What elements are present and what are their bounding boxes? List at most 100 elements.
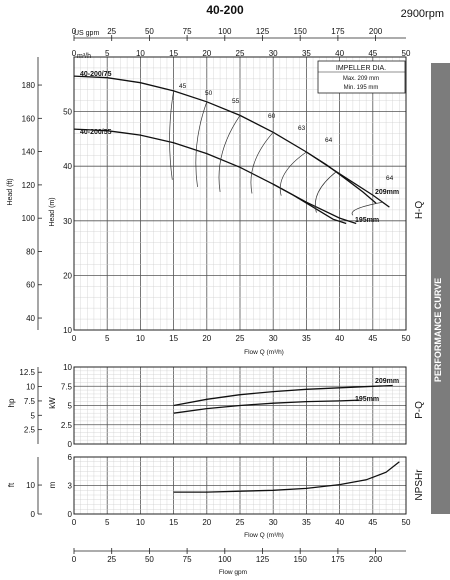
npsh-x-tick-label: 20	[202, 518, 211, 527]
npsh-y-tick-label: 0	[68, 510, 73, 519]
top-m3h-tick-label: 35	[302, 49, 311, 58]
chart-title: 40-200	[206, 3, 244, 17]
eff-label-60: 60	[268, 113, 276, 120]
top-m3h-tick-label: 20	[202, 49, 211, 58]
top-gpm-axis-tick-label: 50	[145, 27, 154, 36]
hq-x-tick-label: 50	[402, 334, 411, 343]
top-m3h-tick-label: 25	[236, 49, 245, 58]
flow-q-label-hq: Flow Q (m³/h)	[244, 349, 284, 356]
hq-x-tick-label: 40	[335, 334, 344, 343]
efficiency-isoline	[250, 132, 274, 194]
hq-secondary-tick-label: 180	[22, 81, 36, 90]
bottom-gpm-axis-tick-label: 50	[145, 555, 154, 564]
efficiency-isoline	[195, 101, 208, 187]
npsh-x-tick-label: 30	[269, 518, 278, 527]
impeller-box-title: IMPELLER DIA.	[336, 65, 386, 72]
hq-curve-209mm	[306, 151, 377, 204]
hq-x-tick-label: 35	[302, 334, 311, 343]
curve-label-209mm: 209mm	[375, 189, 399, 196]
pq-label-195mm: 195mm	[355, 396, 379, 403]
npsh-plot-frame	[73, 456, 407, 515]
pq-y-tick-label: 7.5	[61, 382, 73, 391]
side-band-text: PERFORMANCE CURVE	[433, 278, 443, 382]
curve-label-40-200-55: 40-200/55	[80, 129, 112, 136]
top-gpm-axis-tick-label: 125	[256, 27, 270, 36]
npsh-x-tick-label: 5	[105, 518, 110, 527]
grid-layer	[73, 56, 407, 515]
pq-panel-label: P-Q	[414, 401, 425, 419]
npsh-panel-label: NPSHr	[414, 469, 425, 501]
bottom-gpm-axis-tick-label: 25	[107, 555, 116, 564]
pq-curve-209mm	[173, 384, 393, 407]
hq-secondary-tick-label: 100	[22, 214, 36, 223]
us-gpm-axis-label: US gpm	[74, 30, 99, 37]
impeller-box-min: Min. 195 mm	[344, 85, 379, 91]
hq-y-tick-label: 20	[63, 271, 72, 280]
pq-label-209mm: 209mm	[375, 378, 399, 385]
hq-x-tick-label: 30	[269, 334, 278, 343]
curve-layer	[73, 75, 400, 493]
pq-secondary-tick-label: 2.5	[24, 426, 36, 435]
head-ft-label: Head (ft)	[7, 178, 14, 205]
top-gpm-axis-tick-label: 200	[369, 27, 383, 36]
hq-y-tick-label: 40	[63, 162, 72, 171]
bottom-gpm-axis-tick-label: 200	[369, 555, 383, 564]
impeller-box	[317, 60, 406, 94]
m-label: m	[48, 481, 57, 488]
pq-y-tick-label: 10	[63, 363, 72, 372]
npsh-x-tick-label: 40	[335, 518, 344, 527]
bottom-gpm-axis-tick-label: 100	[218, 555, 232, 564]
hq-x-tick-label: 5	[105, 334, 110, 343]
pq-secondary-tick-label: 12.5	[19, 368, 35, 377]
npsh-x-tick-label: 35	[302, 518, 311, 527]
pq-y-tick-label: 5	[68, 402, 73, 411]
eff-label-63: 63	[298, 125, 306, 132]
pq-y-tick-label: 2.5	[61, 421, 73, 430]
pq-secondary-tick-label: 10	[26, 383, 35, 392]
hq-secondary-tick-label: 80	[26, 247, 35, 256]
eff-label-45: 45	[179, 83, 187, 90]
pq-y-tick-label: 0	[68, 440, 73, 449]
npsh-curve-npshr	[173, 461, 400, 493]
hq-x-tick-label: 25	[236, 334, 245, 343]
hq-secondary-tick-label: 40	[26, 314, 35, 323]
hq-plot-frame	[73, 56, 407, 331]
eff-label-50: 50	[205, 90, 213, 97]
npsh-y-tick-label: 3	[68, 482, 73, 491]
top-m3h-tick-label: 15	[169, 49, 178, 58]
kw-label: kW	[48, 397, 57, 409]
efficiency-isoline	[218, 115, 241, 192]
top-gpm-axis-tick-label: 25	[107, 27, 116, 36]
hq-secondary-tick-label: 120	[22, 181, 36, 190]
flow-gpm-label: Flow gpm	[219, 569, 247, 576]
hq-curve-40-200-75	[73, 75, 390, 208]
top-gpm-axis-tick-label: 0	[72, 27, 77, 36]
hq-y-tick-label: 50	[63, 108, 72, 117]
hq-x-tick-label: 0	[72, 334, 77, 343]
npsh-x-tick-label: 10	[136, 518, 145, 527]
npsh-x-tick-label: 15	[169, 518, 178, 527]
hp-label: hp	[7, 398, 16, 407]
hq-curve-195mm	[272, 183, 347, 225]
top-m3h-tick-label: 10	[136, 49, 145, 58]
hq-secondary-tick-label: 60	[26, 281, 35, 290]
npsh-x-tick-label: 0	[72, 518, 77, 527]
hq-secondary-tick-label: 160	[22, 114, 36, 123]
top-gpm-axis-tick-label: 150	[294, 27, 308, 36]
pq-secondary-tick-label: 5	[31, 411, 36, 420]
head-m-label: Head (m)	[49, 197, 56, 226]
hq-panel-label: H-Q	[414, 201, 425, 220]
npsh-secondary-tick-label: 0	[31, 510, 36, 519]
top-m3h-tick-label: 0	[72, 49, 77, 58]
top-m3h-tick-label: 30	[269, 49, 278, 58]
eff-label-55: 55	[232, 98, 240, 105]
pq-curve-195mm	[173, 399, 360, 414]
side-band	[431, 63, 450, 514]
bottom-gpm-axis-tick-label: 175	[331, 555, 345, 564]
efficiency-isoline	[315, 171, 337, 213]
eff-label-64b: 64	[386, 175, 394, 182]
npsh-x-tick-label: 45	[368, 518, 377, 527]
pq-plot-frame	[73, 366, 407, 445]
top-gpm-axis-tick-label: 175	[331, 27, 345, 36]
